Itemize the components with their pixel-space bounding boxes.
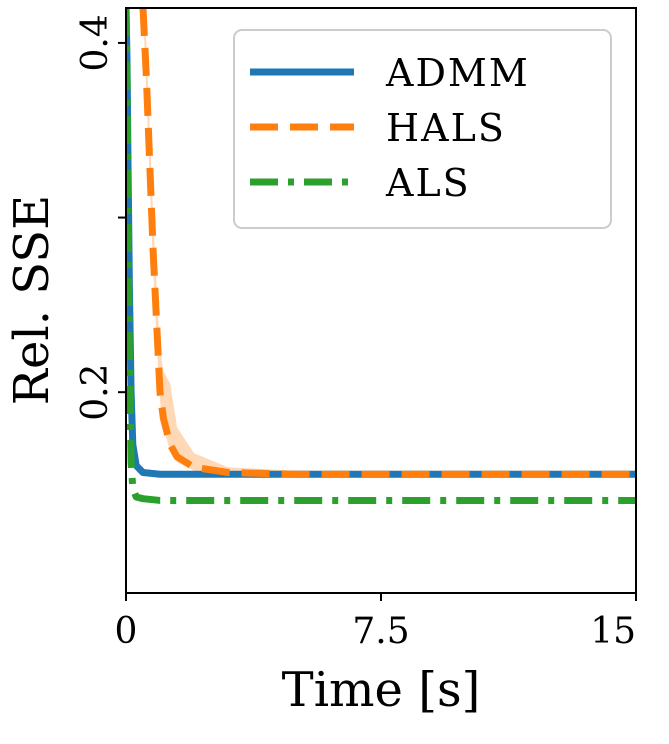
hals-legend-label: HALS <box>386 106 506 150</box>
als-line <box>126 8 636 504</box>
als-legend-label: ALS <box>385 161 471 205</box>
y-tick-label: 0.4 <box>75 14 116 71</box>
y-tick-label: 0.2 <box>75 364 116 421</box>
y-axis-label: Rel. SSE <box>4 195 60 405</box>
x-tick-label: 7.5 <box>352 611 409 652</box>
x-axis-label: Time [s] <box>282 662 481 718</box>
legend: ADMM HALS ALS <box>233 29 612 229</box>
axis-ticks: 0 7.5 15 0.2 0.4 <box>75 14 637 652</box>
x-tick-label: 15 <box>590 611 636 652</box>
admm-legend-label: ADMM <box>385 51 530 95</box>
hals-line <box>139 8 636 478</box>
series-lines <box>126 8 636 504</box>
x-tick-label: 0 <box>115 611 138 652</box>
